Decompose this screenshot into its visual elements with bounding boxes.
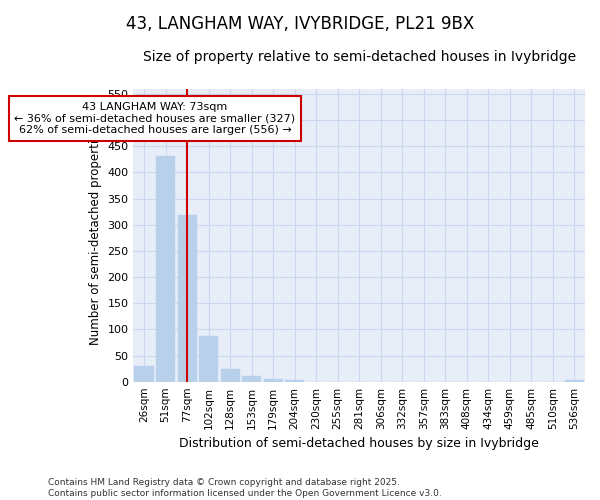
- Bar: [199, 336, 218, 382]
- Bar: [178, 216, 197, 382]
- Bar: [156, 156, 175, 382]
- Bar: [134, 366, 154, 382]
- Bar: [263, 379, 283, 382]
- Title: Size of property relative to semi-detached houses in Ivybridge: Size of property relative to semi-detach…: [143, 50, 576, 64]
- Bar: [221, 368, 240, 382]
- Y-axis label: Number of semi-detached properties: Number of semi-detached properties: [89, 126, 102, 344]
- Text: Contains HM Land Registry data © Crown copyright and database right 2025.
Contai: Contains HM Land Registry data © Crown c…: [48, 478, 442, 498]
- X-axis label: Distribution of semi-detached houses by size in Ivybridge: Distribution of semi-detached houses by …: [179, 437, 539, 450]
- Text: 43, LANGHAM WAY, IVYBRIDGE, PL21 9BX: 43, LANGHAM WAY, IVYBRIDGE, PL21 9BX: [126, 15, 474, 33]
- Text: 43 LANGHAM WAY: 73sqm
← 36% of semi-detached houses are smaller (327)
62% of sem: 43 LANGHAM WAY: 73sqm ← 36% of semi-deta…: [14, 102, 295, 135]
- Bar: [285, 380, 304, 382]
- Bar: [242, 376, 262, 382]
- Bar: [565, 380, 584, 382]
